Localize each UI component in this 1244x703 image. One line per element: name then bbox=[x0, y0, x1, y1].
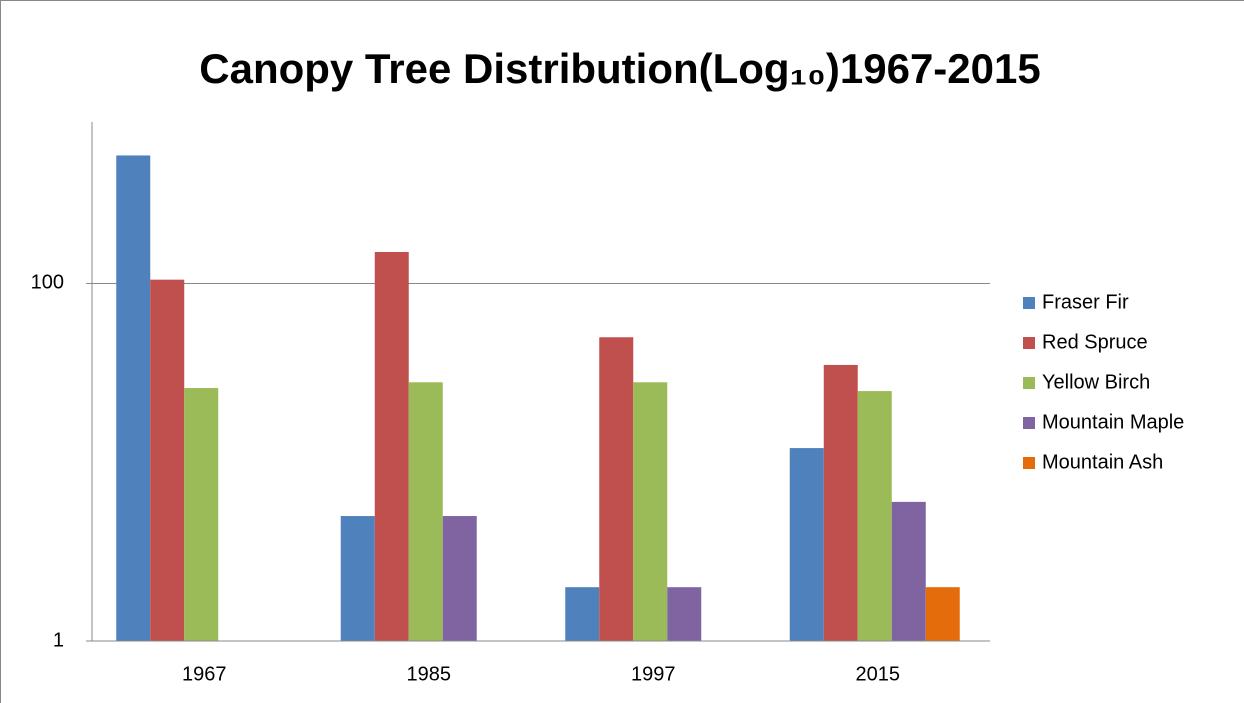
bar bbox=[633, 382, 668, 641]
bar bbox=[599, 337, 634, 641]
legend-label: Mountain Maple bbox=[1042, 411, 1184, 433]
bar bbox=[857, 391, 892, 641]
bar bbox=[823, 364, 858, 641]
legend-label: Fraser Fir bbox=[1042, 291, 1129, 313]
bar bbox=[789, 448, 824, 641]
x-tick-label: 1985 bbox=[407, 663, 452, 685]
bar bbox=[150, 279, 185, 641]
chart-title: Canopy Tree Distribution(Log₁₀)1967-2015 bbox=[199, 45, 1040, 92]
legend-label: Red Spruce bbox=[1042, 331, 1148, 353]
bar bbox=[374, 251, 409, 641]
x-tick-label: 2015 bbox=[856, 663, 901, 685]
legend-swatch bbox=[1023, 297, 1035, 309]
bar bbox=[442, 516, 477, 641]
y-tick-label: 100 bbox=[31, 272, 64, 294]
legend-label: Yellow Birch bbox=[1042, 371, 1150, 393]
legend-swatch bbox=[1023, 377, 1035, 389]
legend-label: Mountain Ash bbox=[1042, 451, 1163, 473]
bar bbox=[667, 587, 702, 641]
bar bbox=[565, 587, 600, 641]
legend-swatch bbox=[1023, 457, 1035, 469]
bar bbox=[891, 501, 926, 641]
bar bbox=[925, 587, 960, 641]
x-tick-label: 1967 bbox=[182, 663, 227, 685]
bar bbox=[116, 155, 151, 642]
legend-swatch bbox=[1023, 337, 1035, 349]
x-tick-label: 1997 bbox=[631, 663, 676, 685]
y-tick-label: 1 bbox=[53, 629, 64, 651]
legend-swatch bbox=[1023, 417, 1035, 429]
bar bbox=[408, 382, 443, 641]
bar bbox=[184, 388, 219, 641]
bar bbox=[340, 516, 375, 641]
